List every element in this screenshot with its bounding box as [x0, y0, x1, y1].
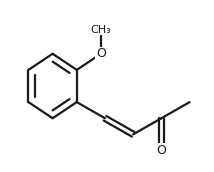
Text: CH₃: CH₃: [91, 25, 111, 35]
Text: O: O: [96, 47, 106, 60]
Text: O: O: [156, 144, 166, 157]
